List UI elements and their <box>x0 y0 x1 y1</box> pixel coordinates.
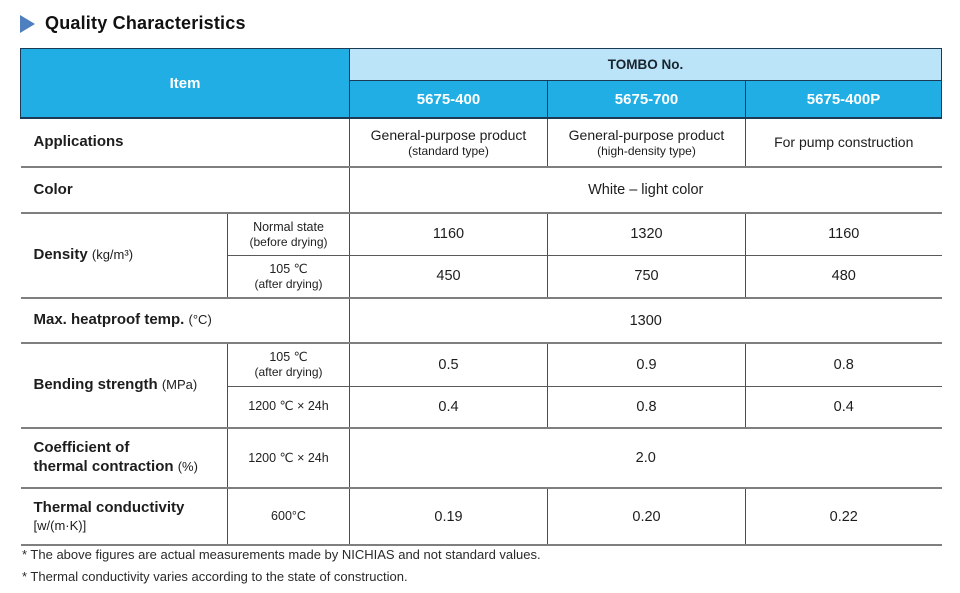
density-label-unit: (kg/m³) <box>91 247 134 263</box>
density-normal-value-3: 1160 <box>745 213 942 256</box>
thermal-conductivity-label: Thermal conductivity [w/(m·K)] <box>20 488 228 546</box>
density-normal-value-2: 1320 <box>547 213 746 256</box>
bending-condition-1200: 1200 ℃ × 24h <box>227 386 350 429</box>
density-105-value-2: 750 <box>547 255 746 299</box>
density-105-value-1: 450 <box>349 255 548 299</box>
applications-value-3-main: For pump construction <box>774 134 914 151</box>
page-title: Quality Characteristics <box>45 13 246 33</box>
thermal-conductivity-condition: 600°C <box>227 488 350 546</box>
bending-1200-value-1: 0.4 <box>349 386 548 429</box>
section-marker-icon <box>20 14 35 33</box>
contraction-label-line1: Coefficient of <box>33 439 130 457</box>
bending-105-value-2: 0.9 <box>547 343 746 387</box>
max-heatproof-label: Max. heatproof temp. (°C) <box>20 298 350 344</box>
max-heatproof-value: 1300 <box>349 298 942 344</box>
bending-label-text: Bending strength <box>33 376 158 394</box>
contraction-condition: 1200 ℃ × 24h <box>227 428 350 489</box>
bending-105-value-3: 0.8 <box>745 343 942 387</box>
footnotes: * The above figures are actual measureme… <box>22 547 541 591</box>
thermal-conductivity-value-2: 0.20 <box>547 488 746 546</box>
footnote-measurements: * The above figures are actual measureme… <box>22 547 541 562</box>
contraction-label: Coefficient of thermal contraction (%) <box>20 428 228 489</box>
bending-1200-value-2: 0.8 <box>547 386 746 429</box>
thermal-conductivity-value-3: 0.22 <box>745 488 942 546</box>
applications-label: Applications <box>20 118 350 168</box>
contraction-value: 2.0 <box>349 428 942 489</box>
applications-value-2: General-purpose product (high-density ty… <box>547 118 746 168</box>
bending-condition-105: 105 ℃ (after drying) <box>227 343 350 387</box>
quality-characteristics-table: Item TOMBO No. 5675-400 5675-700 5675-40… <box>20 48 942 546</box>
color-value: White – light color <box>349 167 942 214</box>
density-label: Density (kg/m³) <box>20 213 228 299</box>
applications-value-1: General-purpose product (standard type) <box>349 118 548 168</box>
density-normal-value-1: 1160 <box>349 213 548 256</box>
bending-label-unit: (MPa) <box>161 377 198 393</box>
item-header-cell: Item <box>20 48 350 119</box>
max-heatproof-label-unit: (°C) <box>188 312 212 328</box>
contraction-label-line2-text: thermal contraction <box>33 458 174 475</box>
product-column-header-5675-400: 5675-400 <box>349 80 548 119</box>
density-condition-normal: Normal state (before drying) <box>227 213 350 256</box>
max-heatproof-label-text: Max. heatproof temp. <box>33 311 185 329</box>
thermal-conductivity-label-unit: [w/(m·K)] <box>33 518 87 534</box>
thermal-conductivity-label-text: Thermal conductivity <box>33 498 185 516</box>
applications-value-2-sub: (high-density type) <box>597 143 696 158</box>
bending-label: Bending strength (MPa) <box>20 343 228 429</box>
contraction-label-line2: thermal contraction (%) <box>34 458 228 477</box>
tombo-no-header-cell: TOMBO No. <box>349 48 942 81</box>
applications-value-1-main: General-purpose product <box>370 126 527 143</box>
density-condition-105: 105 ℃ (after drying) <box>227 255 350 299</box>
applications-value-3: For pump construction <box>745 118 942 168</box>
density-105-value-3: 480 <box>745 255 942 299</box>
density-label-text: Density <box>33 246 88 264</box>
bending-condition-105-main: 105 ℃ <box>269 350 308 365</box>
density-condition-105-sub: (after drying) <box>254 276 323 291</box>
bending-105-value-1: 0.5 <box>349 343 548 387</box>
bending-condition-1200-main: 1200 ℃ × 24h <box>248 399 329 414</box>
color-label: Color <box>20 167 350 214</box>
applications-value-2-main: General-purpose product <box>568 126 725 143</box>
product-column-header-5675-400P: 5675-400P <box>745 80 942 119</box>
bending-1200-value-3: 0.4 <box>745 386 942 429</box>
bending-condition-105-sub: (after drying) <box>254 365 323 380</box>
thermal-conductivity-value-1: 0.19 <box>349 488 548 546</box>
contraction-label-unit: (%) <box>177 459 198 474</box>
footnote-thermal-conductivity: * Thermal conductivity varies according … <box>22 569 408 584</box>
section-header: Quality Characteristics <box>20 13 246 34</box>
applications-value-1-sub: (standard type) <box>408 143 489 158</box>
density-condition-normal-sub: (before drying) <box>249 234 328 249</box>
density-condition-normal-main: Normal state <box>253 219 324 234</box>
density-condition-105-main: 105 ℃ <box>269 261 308 276</box>
product-column-header-5675-700: 5675-700 <box>547 80 746 119</box>
